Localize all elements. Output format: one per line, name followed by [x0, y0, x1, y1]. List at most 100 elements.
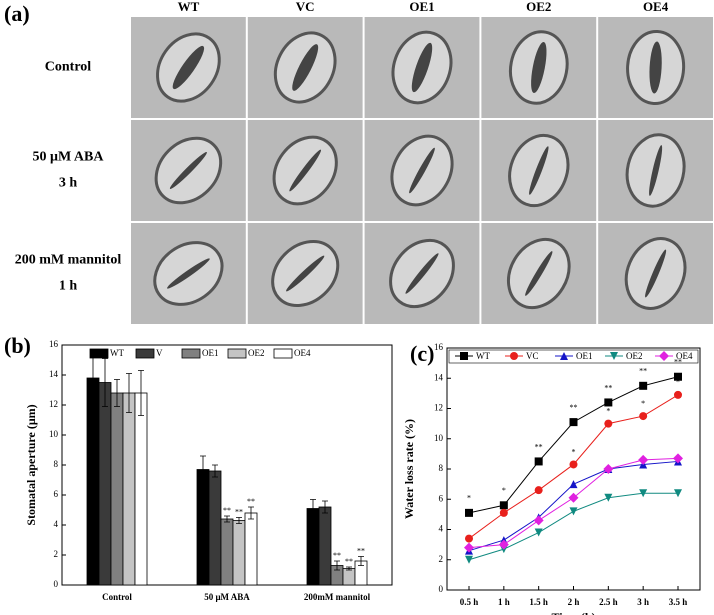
bar	[86, 377, 100, 586]
error-bar	[138, 370, 144, 416]
stomatal-pore	[172, 45, 205, 90]
legend-label: V	[156, 348, 163, 358]
y-tick-label: 4	[54, 519, 59, 529]
panel-label: (a)	[4, 1, 30, 26]
significance: **	[535, 442, 543, 451]
point	[569, 507, 578, 516]
y-tick-label: 6	[54, 489, 59, 499]
stomatal-pore	[409, 147, 435, 194]
y-tick-label: 12	[49, 399, 58, 409]
significance: **	[357, 546, 365, 555]
row-label: 200 mM mannitol	[15, 253, 122, 268]
error-bar	[212, 464, 218, 478]
legend-label: OE2	[626, 351, 643, 361]
x-tick-label: 2.5 h	[599, 597, 618, 607]
stomatal-pore	[529, 146, 549, 195]
panel-label: (b)	[4, 333, 31, 358]
legend-marker	[610, 352, 618, 360]
error-bar	[114, 379, 120, 407]
bar	[196, 469, 210, 586]
error-bar	[236, 517, 242, 524]
point	[569, 480, 578, 489]
point	[639, 489, 648, 498]
point	[534, 486, 543, 495]
bar	[342, 568, 356, 586]
error-bar	[126, 373, 132, 413]
point	[639, 412, 648, 421]
series-line	[468, 376, 679, 514]
x-tick-label: 0.5 h	[460, 597, 479, 607]
point	[534, 528, 543, 537]
stomatal-pore	[525, 251, 553, 296]
point	[569, 418, 578, 427]
y-tick-label: 0	[439, 584, 444, 594]
y-tick-label: 16	[49, 339, 59, 349]
stomatal-pore	[411, 42, 433, 93]
legend-marker	[659, 351, 669, 361]
column-label: WT	[178, 0, 200, 14]
stomatal-pore	[289, 149, 322, 192]
significance: *	[676, 378, 680, 387]
significance: **	[345, 557, 353, 566]
legend-label: WT	[110, 348, 124, 358]
y-tick-label: 14	[434, 372, 444, 382]
legend-swatch	[181, 348, 201, 359]
x-tick-label: 50 μM ABA	[204, 592, 250, 602]
row-label: 50 μM ABA	[33, 150, 105, 165]
stomatal-pore	[649, 41, 662, 94]
y-tick-label: 8	[439, 463, 444, 473]
point	[674, 489, 682, 498]
stomatal-pore	[286, 255, 325, 292]
point	[465, 534, 473, 543]
x-tick-label: 200mM mannitol	[304, 592, 371, 602]
bar	[244, 512, 258, 586]
error-bar	[322, 500, 328, 514]
point	[604, 398, 613, 407]
significance: *	[641, 399, 645, 408]
bar	[208, 470, 222, 586]
point	[534, 457, 543, 466]
y-tick-label: 14	[49, 369, 59, 379]
error-bar	[248, 506, 254, 520]
point	[674, 372, 682, 381]
point	[604, 419, 613, 428]
point	[498, 539, 509, 550]
significance: *	[606, 406, 610, 415]
error-bar	[334, 560, 340, 571]
x-tick-label: 2 h	[568, 597, 580, 607]
error-bar	[310, 499, 316, 518]
legend-marker	[560, 352, 568, 360]
bar	[232, 520, 246, 586]
row-label: 3 h	[59, 176, 78, 191]
stomatal-pore	[405, 253, 439, 294]
legend-swatch	[89, 348, 109, 359]
x-tick-label: 1.5 h	[529, 597, 548, 607]
legend-label: WT	[476, 351, 490, 361]
y-tick-label: 12	[434, 403, 443, 413]
error-bar	[224, 515, 230, 523]
y-tick-label: 10	[49, 429, 59, 439]
legend-label: OE2	[248, 348, 265, 358]
y-tick-label: 16	[434, 342, 444, 352]
legend-marker	[510, 352, 518, 360]
significance: **	[223, 506, 231, 515]
y-tick-label: 0	[54, 579, 59, 589]
bar	[134, 392, 148, 586]
column-label: OE2	[526, 0, 551, 14]
y-axis-label: Stomatal aperture (μm)	[24, 404, 38, 525]
column-label: OE4	[643, 0, 669, 14]
x-tick-label: 1 h	[498, 597, 510, 607]
significance: **	[333, 551, 341, 560]
bar	[98, 382, 112, 586]
stomatal-pore	[292, 44, 319, 91]
point	[638, 454, 649, 465]
y-tick-label: 6	[439, 493, 444, 503]
point	[603, 464, 614, 474]
significance: *	[502, 486, 506, 495]
legend-swatch	[227, 348, 247, 359]
point	[674, 390, 682, 399]
stomatal-pore	[649, 145, 663, 196]
panel-label: (c)	[410, 341, 434, 366]
error-bar	[346, 566, 352, 571]
x-tick-label: 3 h	[637, 597, 649, 607]
